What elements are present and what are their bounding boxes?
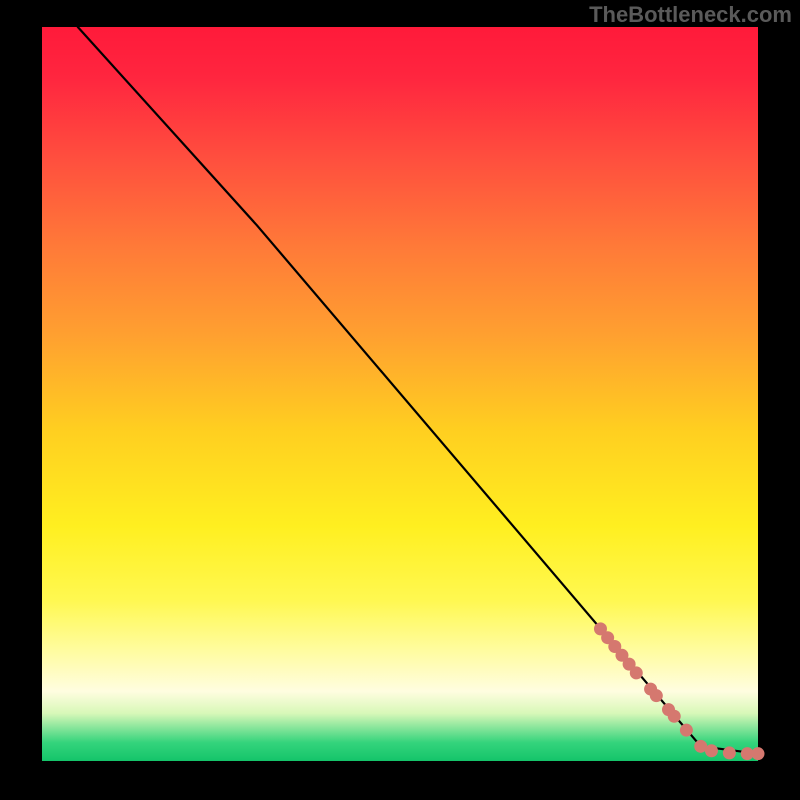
data-marker xyxy=(630,666,643,679)
data-marker xyxy=(752,747,765,760)
attribution-text: TheBottleneck.com xyxy=(589,2,792,28)
data-marker xyxy=(705,744,718,757)
bottleneck-chart xyxy=(0,0,800,800)
data-marker xyxy=(723,746,736,759)
data-marker xyxy=(680,724,693,737)
data-marker xyxy=(650,689,663,702)
data-marker xyxy=(668,710,681,723)
chart-stage: TheBottleneck.com xyxy=(0,0,800,800)
